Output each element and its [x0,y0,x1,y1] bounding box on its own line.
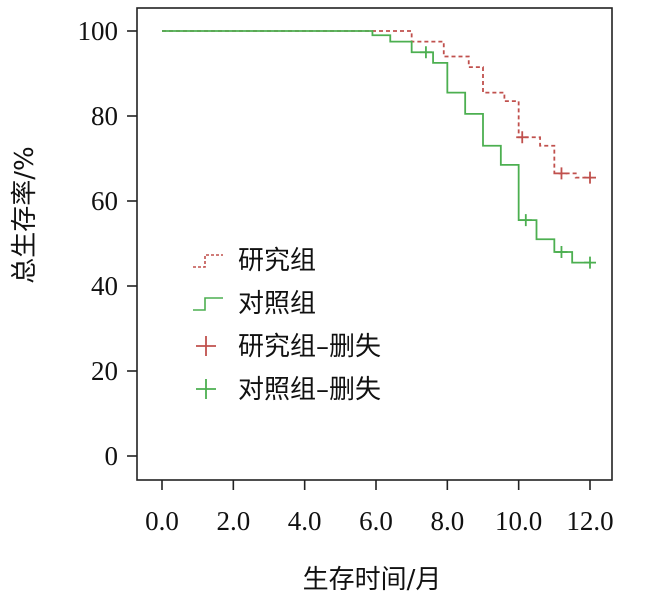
x-tick-label: 0.0 [145,506,179,536]
y-tick-label: 40 [91,271,118,301]
series-line-1 [162,30,590,264]
legend-label: 对照组 [238,289,316,319]
x-tick-label: 4.0 [288,506,322,536]
y-tick-label: 100 [78,16,119,46]
censor-mark [584,256,596,269]
series-line-0 [162,30,590,179]
x-axis-title: 生存时间/月 [303,565,442,595]
legend-item: 研究组 [193,246,316,276]
plot-frame [136,7,613,481]
legend-item: 研究组–删失 [196,332,381,362]
series-layer [162,30,596,269]
axes: 0.0 2.0 4.0 6.0 8.0 10.0 12.0 0 20 40 60 80 100 [78,7,614,536]
x-tick-label: 8.0 [430,506,464,536]
legend-label: 研究组 [238,246,316,276]
censor-mark [584,171,596,184]
legend-swatch [193,254,223,268]
y-tick-label: 20 [91,356,118,386]
x-tick-label: 2.0 [216,506,250,536]
x-tick-label: 12.0 [566,506,613,536]
x-tick-label: 10.0 [495,506,542,536]
censor-mark [555,167,568,180]
x-tick-label: 6.0 [359,506,393,536]
y-tick-label: 80 [91,101,118,131]
censor-mark [519,214,532,227]
y-tick-label: 0 [105,441,119,471]
censor-mark [555,246,568,258]
legend-swatch [193,297,223,311]
legend-item: 对照组–删失 [196,375,381,405]
y-axis-title: 总生存率/% [10,146,40,283]
legend-item: 对照组 [193,289,316,319]
censor-mark [419,46,432,59]
y-tick-label: 60 [91,186,118,216]
censor-mark [516,131,529,144]
legend-label: 研究组–删失 [238,332,381,362]
legend-label: 对照组–删失 [238,375,381,405]
